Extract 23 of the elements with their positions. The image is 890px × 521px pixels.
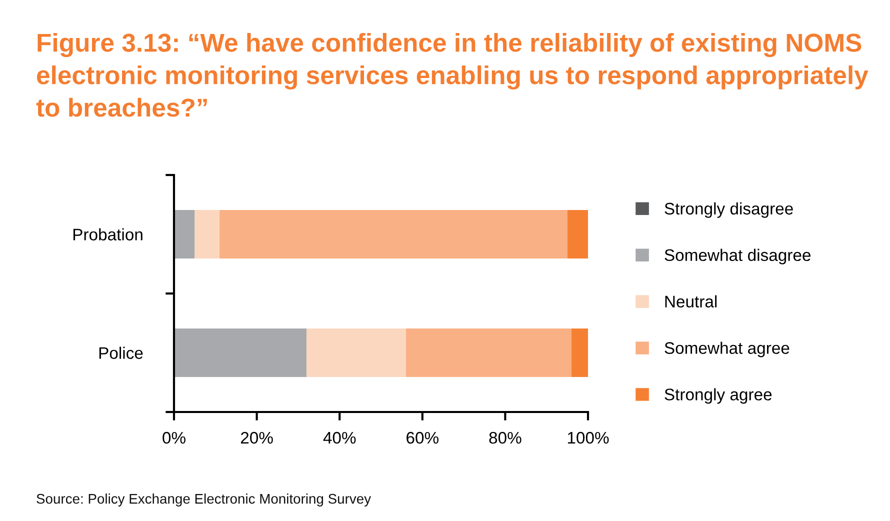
x-tick-label: 20% xyxy=(240,432,273,444)
bar xyxy=(174,210,195,259)
x-tick-label: 100% xyxy=(568,432,609,444)
bar xyxy=(306,328,406,378)
legend-label: Somewhat disagree xyxy=(664,248,811,264)
chart-title: Figure 3.13: “We have confidence in the reliability of existing NOMS electronic monitoring services enabling us to respond appropriately to breaches?” xyxy=(36,33,868,117)
bar xyxy=(571,328,588,378)
bar xyxy=(174,328,306,378)
legend-label: Neutral xyxy=(665,295,717,308)
bar xyxy=(220,210,568,259)
source-note: Source: Policy Exchange Electronic Monitoring Survey xyxy=(36,494,372,506)
bar xyxy=(567,210,588,259)
legend-label: Somewhat agree xyxy=(664,342,790,358)
x-tick-label: 80% xyxy=(489,432,522,444)
y-tick-label: Probation xyxy=(73,228,142,240)
x-tick-label: 40% xyxy=(323,432,356,444)
legend-label: Strongly disagree xyxy=(664,202,793,218)
y-tick-label: Police xyxy=(99,346,143,359)
bar xyxy=(194,210,220,259)
bar xyxy=(406,328,572,378)
x-tick-label: 60% xyxy=(406,432,438,444)
x-tick-label: 0% xyxy=(162,432,186,444)
legend-label: Strongly agree xyxy=(664,388,772,404)
